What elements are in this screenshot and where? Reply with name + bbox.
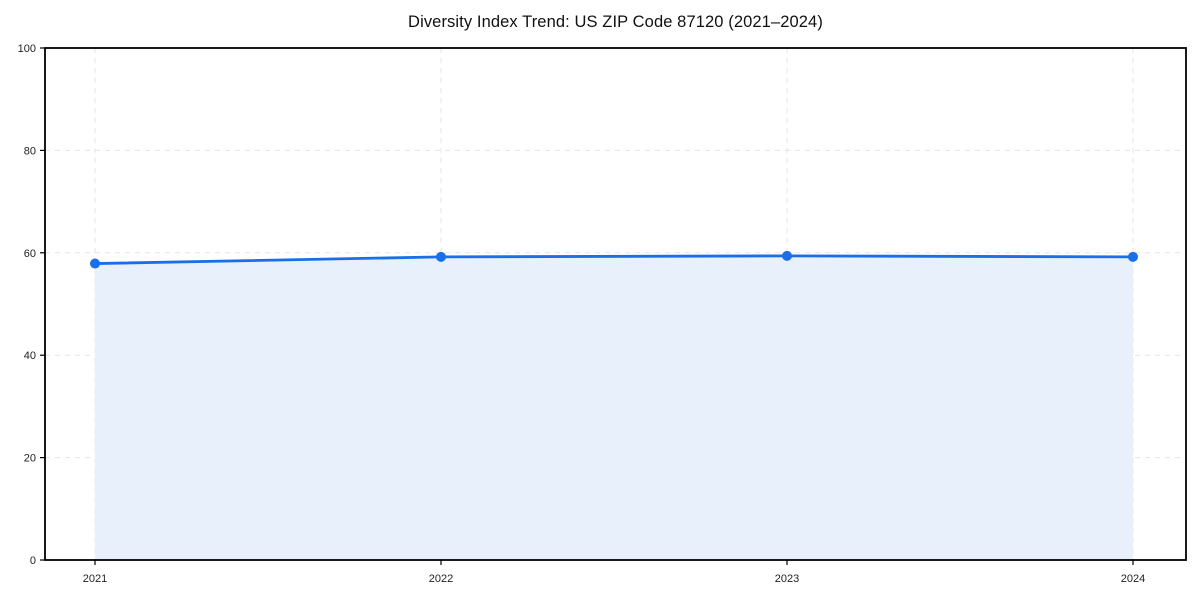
x-tick-label: 2021 xyxy=(83,573,107,585)
x-tick-label: 2024 xyxy=(1121,573,1145,585)
data-point-marker xyxy=(782,250,792,261)
y-tick-label: 60 xyxy=(24,248,36,260)
y-tick-label: 80 xyxy=(24,145,36,157)
data-point-marker xyxy=(90,258,100,269)
y-tick-label: 100 xyxy=(18,43,36,55)
x-tick-label: 2022 xyxy=(429,573,453,585)
x-tick-label: 2023 xyxy=(775,573,799,585)
y-tick-label: 40 xyxy=(24,350,36,362)
y-tick-label: 20 xyxy=(24,453,36,465)
y-tick-label: 0 xyxy=(30,555,36,567)
plot-frame xyxy=(44,47,1187,561)
data-point-marker xyxy=(1128,251,1138,262)
chart-title: Diversity Index Trend: US ZIP Code 87120… xyxy=(408,13,823,31)
trend-line xyxy=(93,254,1135,265)
data-point-marker xyxy=(436,251,446,262)
area-fill xyxy=(95,255,1133,560)
